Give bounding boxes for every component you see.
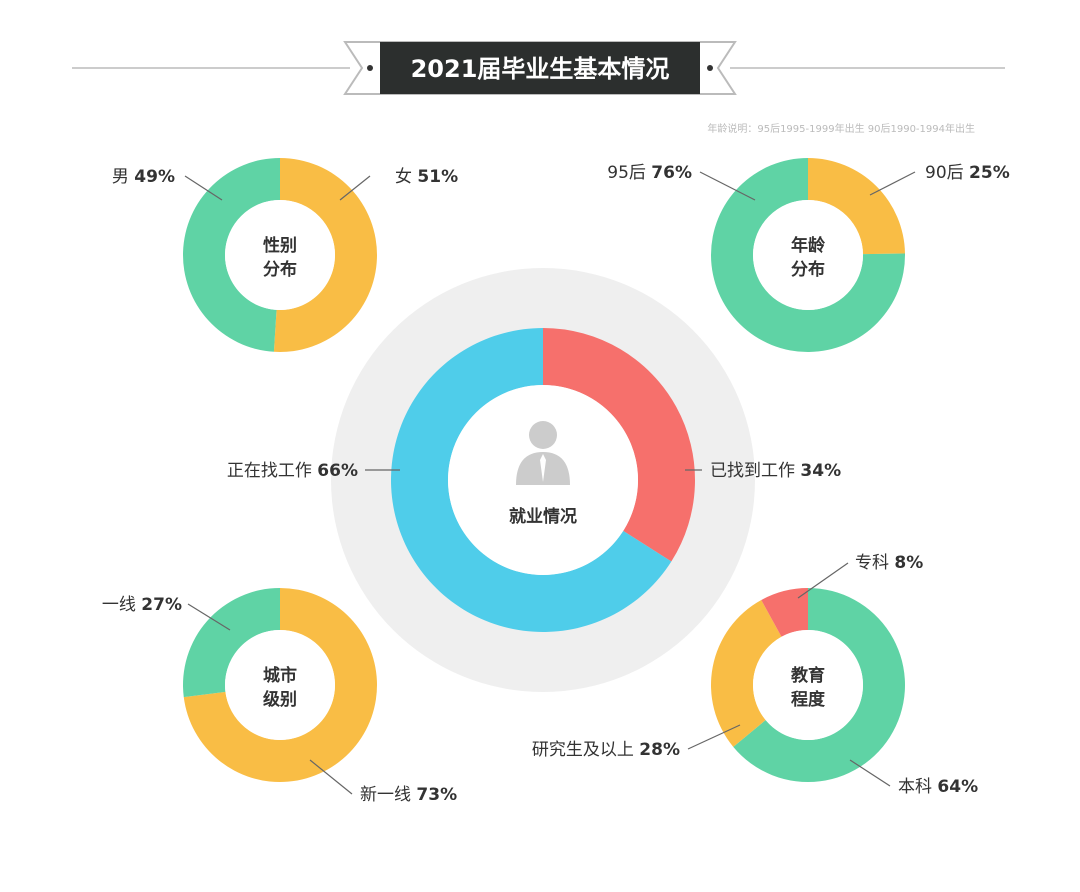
slice-name: 新一线 — [360, 785, 416, 805]
education-label-2: 专科 8% — [855, 553, 923, 573]
gender-leader-1 — [184, 175, 223, 201]
city-leader-0 — [309, 759, 353, 795]
city-center-label: 城市 — [263, 665, 297, 686]
education-leader-2 — [797, 562, 849, 599]
slice-value: 66% — [317, 461, 358, 481]
gender-center-label: 性别 — [263, 235, 297, 256]
age-label-0: 90后 25% — [925, 163, 1010, 183]
slice-value: 27% — [141, 595, 182, 615]
gender-slice-1 — [183, 158, 280, 352]
slice-value: 28% — [639, 740, 680, 760]
slice-value: 25% — [969, 163, 1010, 183]
slice-name: 本科 — [898, 777, 937, 797]
age-slice-1 — [710, 157, 905, 352]
education-label-1: 研究生及以上 28% — [532, 740, 680, 760]
slice-value: 73% — [416, 785, 457, 805]
age-leader-1 — [699, 171, 756, 201]
banner-dot-left — [367, 65, 373, 71]
gender-label-0: 女 51% — [395, 167, 458, 187]
city-hole — [225, 630, 335, 740]
education-label-0: 本科 64% — [898, 777, 978, 797]
slice-name: 90后 — [925, 163, 969, 183]
person-icon — [516, 421, 570, 485]
age-center-label: 分布 — [791, 259, 825, 280]
education-center-label: 教育 — [790, 665, 825, 686]
education-leader-0 — [849, 759, 891, 787]
slice-value: 64% — [937, 777, 978, 797]
slice-name: 男 — [112, 167, 134, 187]
employment-donut: 已找到工作 34% 正在找工作 66% 就业情况 — [227, 328, 841, 633]
city-label-1: 一线 27% — [102, 595, 182, 615]
age-center-label: 年龄 — [791, 235, 826, 256]
slice-value: 8% — [894, 553, 923, 573]
gender-hole — [225, 200, 335, 310]
education-slice-2 — [761, 588, 808, 637]
gender-leader-0 — [339, 175, 371, 201]
slice-value: 51% — [417, 167, 458, 187]
employment-label-1: 正在找工作 66% — [227, 461, 358, 481]
education-slice-1 — [710, 599, 782, 747]
slice-name: 一线 — [102, 595, 141, 615]
banner — [380, 42, 700, 94]
gender-label-1: 男 49% — [112, 167, 175, 187]
gender-center-label: 分布 — [263, 259, 297, 280]
slice-name: 已找到工作 — [710, 461, 800, 481]
city-slice-0 — [183, 587, 377, 782]
age-hole — [753, 200, 863, 310]
age-note: 年龄说明：95后1995-1999年出生 90后1990-1994年出生 — [707, 122, 975, 135]
education-slice-0 — [733, 588, 905, 782]
age-leader-0 — [869, 171, 916, 196]
slice-name: 研究生及以上 — [532, 740, 639, 760]
slice-value: 49% — [134, 167, 175, 187]
education-hole — [753, 630, 863, 740]
city-label-0: 新一线 73% — [360, 785, 457, 805]
age-slice-0 — [808, 158, 905, 255]
education-center-label: 程度 — [791, 689, 826, 710]
banner-dot-right — [707, 65, 713, 71]
employment-center-label: 就业情况 — [509, 506, 577, 527]
slice-name: 正在找工作 — [227, 461, 317, 481]
slice-value: 76% — [651, 163, 692, 183]
age-label-1: 95后 76% — [607, 163, 692, 183]
employment-label-0: 已找到工作 34% — [710, 461, 841, 481]
slice-value: 34% — [800, 461, 841, 481]
education-leader-1 — [687, 724, 741, 750]
gender-slice-0 — [273, 158, 378, 353]
city-center-label: 级别 — [263, 689, 297, 710]
slice-name: 专科 — [855, 553, 894, 573]
page-title: 2021届毕业生基本情况 — [411, 55, 670, 83]
slice-name: 女 — [395, 167, 417, 187]
slice-name: 95后 — [607, 163, 651, 183]
employment-slice-1 — [390, 328, 672, 633]
city-leader-1 — [187, 603, 231, 631]
employment-slice-0 — [543, 328, 695, 562]
city-slice-1 — [183, 588, 280, 698]
